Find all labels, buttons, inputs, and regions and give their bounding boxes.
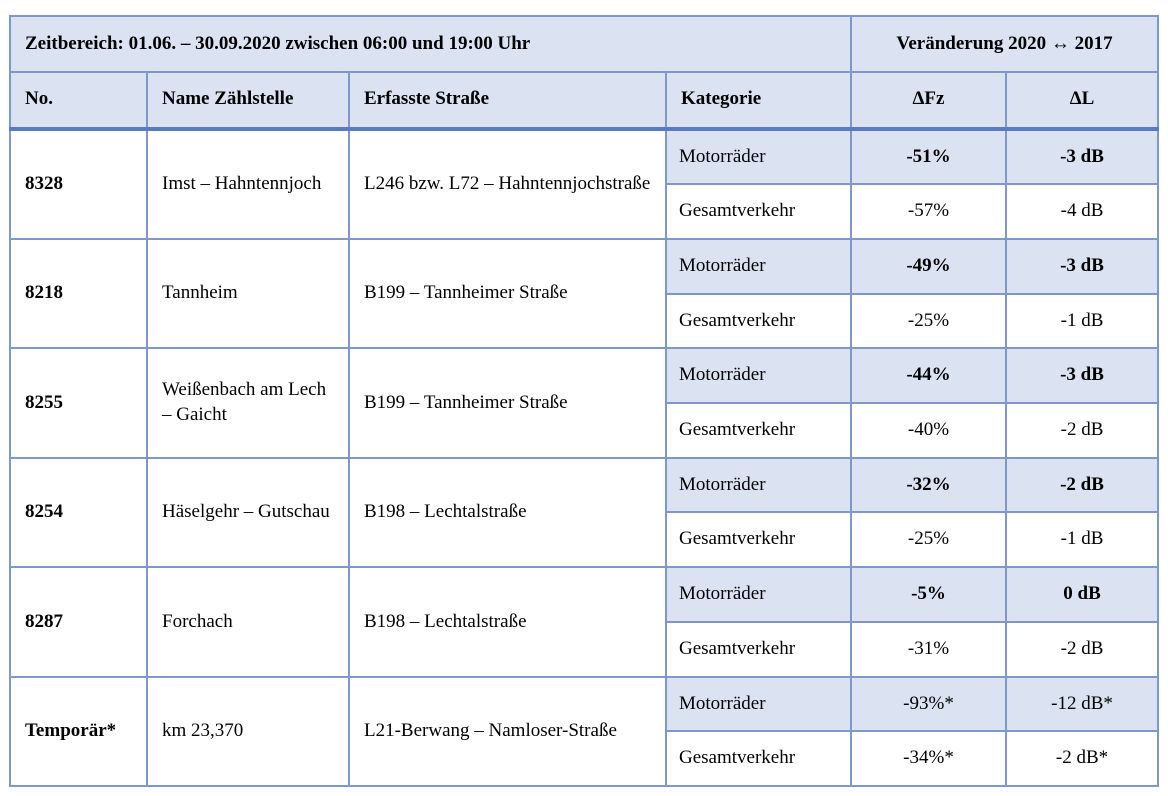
col-header-name: Name Zählstelle <box>146 70 350 131</box>
delta-l-value: -3 dB <box>1004 237 1160 295</box>
table-row: Gesamtverkehr -57% -4 dB <box>10 183 1160 240</box>
table-row: 8255 Weißenbach am Lech – Gaicht B199 – … <box>9 347 1160 459</box>
delta-fz-value: -44% <box>850 347 1007 405</box>
delta-fz-value: -32% <box>850 456 1007 514</box>
traffic-change-table: Zeitbereich: 01.06. – 30.09.2020 zwische… <box>9 15 1160 788</box>
table-row: 8218 Tannheim B199 – Tannheimer Straße M… <box>9 237 1160 350</box>
delta-l-value: -2 dB <box>1004 456 1160 514</box>
delta-l-value: -12 dB* <box>1004 675 1160 733</box>
delta-fz-value: -57% <box>850 183 1007 240</box>
station-name: Weißenbach am Lech – Gaicht <box>146 347 350 459</box>
table-row: 8287 Forchach B198 – Lechtalstraße Motor… <box>9 566 1160 678</box>
table-row: Gesamtverkehr -40% -2 dB <box>10 402 1160 459</box>
category-total-traffic: Gesamtverkehr <box>665 511 852 569</box>
delta-fz-value: -51% <box>850 127 1007 186</box>
road-name: B199 – Tannheimer Straße <box>348 237 667 350</box>
road-name: L246 bzw. L72 – Hahntennjochstraße <box>348 127 667 240</box>
category-total-traffic: Gesamtverkehr <box>665 183 852 240</box>
col-header-kategorie: Kategorie <box>665 70 852 131</box>
col-header-strasse: Erfasste Straße <box>348 70 667 131</box>
station-name: Tannheim <box>146 237 350 350</box>
station-name: Imst – Hahntennjoch <box>146 127 350 240</box>
delta-fz-value: -25% <box>850 292 1007 350</box>
delta-fz-value: -40% <box>850 402 1007 459</box>
station-name: km 23,370 <box>146 675 350 788</box>
time-range-header: Zeitbereich: 01.06. – 30.09.2020 zwische… <box>9 15 852 73</box>
table-row: 8328 Imst – Hahntennjoch L246 bzw. L72 –… <box>9 127 1160 240</box>
station-number: 8328 <box>9 127 148 240</box>
category-total-traffic: Gesamtverkehr <box>665 730 852 787</box>
table-row: 8254 Häselgehr – Gutschau B198 – Lechtal… <box>9 456 1160 569</box>
station-name: Forchach <box>146 566 350 678</box>
category-motorcycles: Motorräder <box>665 347 852 405</box>
delta-fz-value: -25% <box>850 511 1007 569</box>
category-motorcycles: Motorräder <box>665 566 852 623</box>
delta-l-value: -1 dB <box>1004 292 1160 350</box>
station-number: 8287 <box>9 566 148 678</box>
station-number: Temporär* <box>9 675 148 788</box>
change-header: Veränderung 2020 ↔ 2017 <box>849 15 1160 73</box>
delta-l-value: -2 dB <box>1004 402 1160 459</box>
delta-fz-value: -5% <box>850 566 1007 623</box>
delta-fz-value: -93%* <box>850 675 1007 733</box>
category-motorcycles: Motorräder <box>665 127 852 186</box>
station-number: 8255 <box>9 347 148 459</box>
table-row: Gesamtverkehr -25% -1 dB <box>10 292 1160 350</box>
column-header-row: No. Name Zählstelle Erfasste Straße Kate… <box>9 70 1160 131</box>
table-row: Gesamtverkehr -34%* -2 dB* <box>10 730 1160 787</box>
delta-l-value: -2 dB <box>1004 620 1160 678</box>
delta-l-value: -4 dB <box>1004 183 1160 240</box>
delta-fz-value: -49% <box>850 237 1007 295</box>
delta-l-value: 0 dB <box>1004 566 1160 623</box>
delta-fz-value: -34%* <box>850 730 1007 787</box>
delta-fz-value: -31% <box>850 620 1007 678</box>
category-motorcycles: Motorräder <box>665 456 852 514</box>
col-header-dfz: ΔFz <box>850 70 1007 131</box>
station-number: 8254 <box>9 456 148 569</box>
station-number: 8218 <box>9 237 148 350</box>
road-name: B199 – Tannheimer Straße <box>348 347 667 459</box>
station-name: Häselgehr – Gutschau <box>146 456 350 569</box>
category-motorcycles: Motorräder <box>665 237 852 295</box>
category-motorcycles: Motorräder <box>665 675 852 733</box>
category-total-traffic: Gesamtverkehr <box>665 402 852 459</box>
table-row: Temporär* km 23,370 L21-Berwang – Namlos… <box>9 675 1160 788</box>
category-total-traffic: Gesamtverkehr <box>665 292 852 350</box>
table-row: Gesamtverkehr -31% -2 dB <box>10 620 1160 678</box>
delta-l-value: -2 dB* <box>1004 730 1160 787</box>
road-name: B198 – Lechtalstraße <box>348 456 667 569</box>
col-header-no: No. <box>9 70 148 131</box>
category-total-traffic: Gesamtverkehr <box>665 620 852 678</box>
col-header-dl: ΔL <box>1004 70 1160 131</box>
header-row: Zeitbereich: 01.06. – 30.09.2020 zwische… <box>9 15 1160 73</box>
delta-l-value: -3 dB <box>1004 127 1160 186</box>
table-row: Gesamtverkehr -25% -1 dB <box>10 511 1160 569</box>
road-name: B198 – Lechtalstraße <box>348 566 667 678</box>
delta-l-value: -1 dB <box>1004 511 1160 569</box>
road-name: L21-Berwang – Namloser-Straße <box>348 675 667 788</box>
delta-l-value: -3 dB <box>1004 347 1160 405</box>
